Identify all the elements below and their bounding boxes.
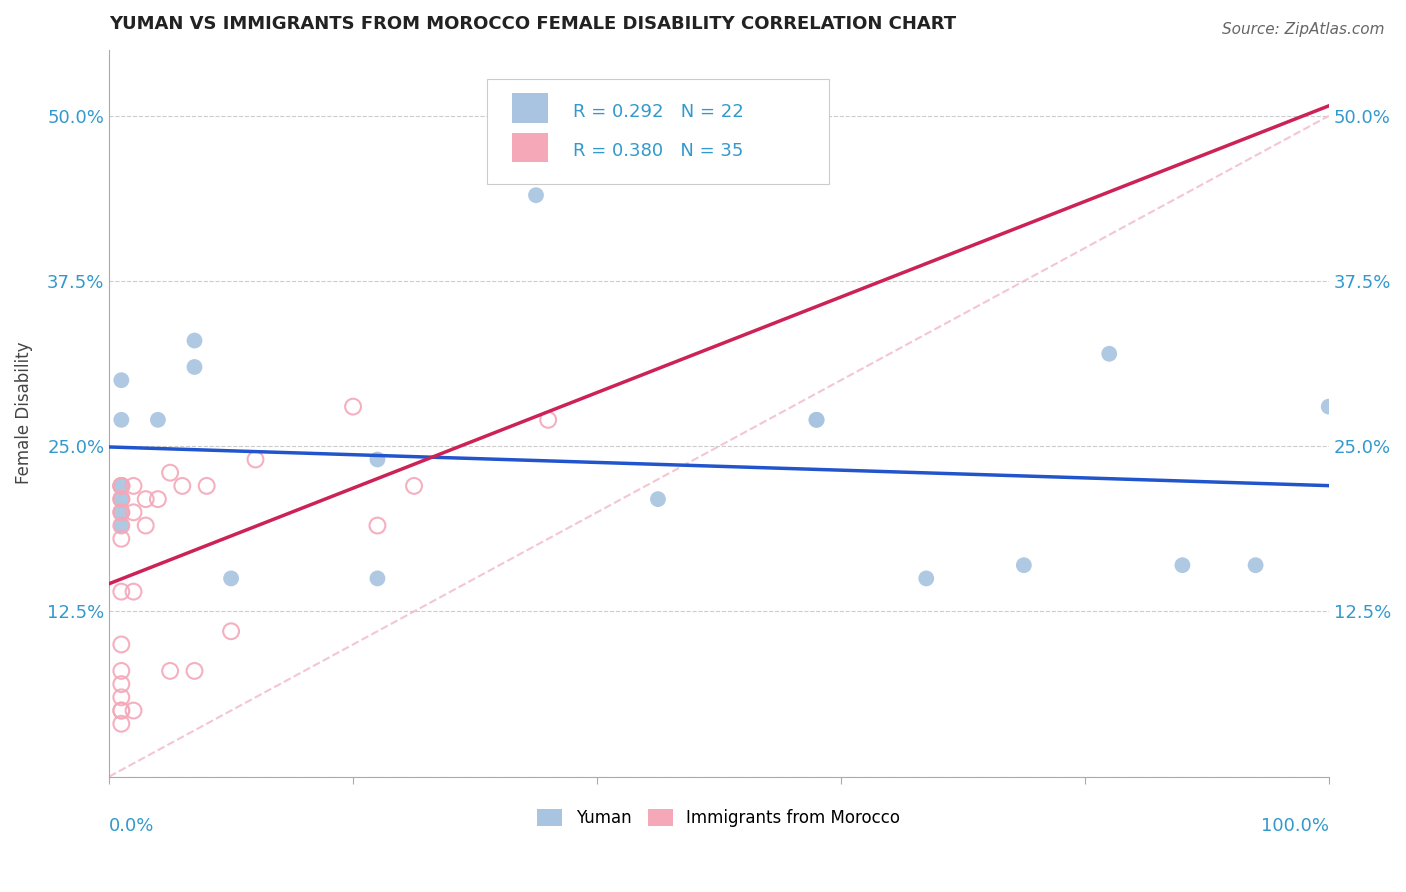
Point [110, 479, 132, 493]
Point [110, 518, 132, 533]
Point [915, 571, 938, 585]
Point [110, 492, 132, 507]
Point [110, 584, 132, 599]
Point [806, 413, 828, 427]
FancyBboxPatch shape [488, 78, 828, 185]
Point [110, 518, 132, 533]
Point [110, 638, 132, 652]
Point [537, 413, 560, 427]
Point [183, 664, 205, 678]
Point [110, 492, 132, 507]
Point [159, 664, 181, 678]
Point [110, 664, 132, 678]
Point [1098, 347, 1121, 361]
Point [366, 518, 388, 533]
FancyBboxPatch shape [512, 134, 548, 162]
Point [806, 413, 828, 427]
Point [135, 518, 157, 533]
Point [135, 492, 157, 507]
Point [524, 188, 547, 202]
Point [366, 452, 388, 467]
FancyBboxPatch shape [512, 94, 548, 122]
Point [122, 704, 145, 718]
Text: 100.0%: 100.0% [1261, 816, 1329, 835]
Point [110, 479, 132, 493]
Point [110, 505, 132, 519]
Point [110, 704, 132, 718]
Point [146, 413, 169, 427]
Point [402, 479, 425, 493]
Point [1317, 400, 1340, 414]
Text: Source: ZipAtlas.com: Source: ZipAtlas.com [1222, 22, 1385, 37]
Point [110, 704, 132, 718]
Y-axis label: Female Disability: Female Disability [15, 342, 32, 484]
Point [219, 624, 242, 639]
Point [647, 492, 669, 507]
Point [1171, 558, 1194, 573]
Point [110, 716, 132, 731]
Point [110, 505, 132, 519]
Text: 0.0%: 0.0% [110, 816, 155, 835]
Point [159, 466, 181, 480]
Point [245, 452, 267, 467]
Point [195, 479, 218, 493]
Point [1012, 558, 1035, 573]
Point [110, 479, 132, 493]
Text: YUMAN VS IMMIGRANTS FROM MOROCCO FEMALE DISABILITY CORRELATION CHART: YUMAN VS IMMIGRANTS FROM MOROCCO FEMALE … [110, 15, 956, 33]
Point [122, 505, 145, 519]
Point [366, 571, 388, 585]
Point [146, 492, 169, 507]
Point [110, 479, 132, 493]
Point [110, 690, 132, 705]
Legend: Yuman, Immigrants from Morocco: Yuman, Immigrants from Morocco [531, 802, 907, 834]
Point [110, 492, 132, 507]
Point [110, 677, 132, 691]
Point [219, 571, 242, 585]
Point [342, 400, 364, 414]
Text: R = 0.380   N = 35: R = 0.380 N = 35 [572, 142, 742, 161]
Point [110, 373, 132, 387]
Point [1244, 558, 1267, 573]
Point [183, 359, 205, 374]
Point [110, 413, 132, 427]
Text: R = 0.292   N = 22: R = 0.292 N = 22 [572, 103, 744, 121]
Point [110, 505, 132, 519]
Point [172, 479, 194, 493]
Point [183, 334, 205, 348]
Point [110, 532, 132, 546]
Point [122, 479, 145, 493]
Point [122, 584, 145, 599]
